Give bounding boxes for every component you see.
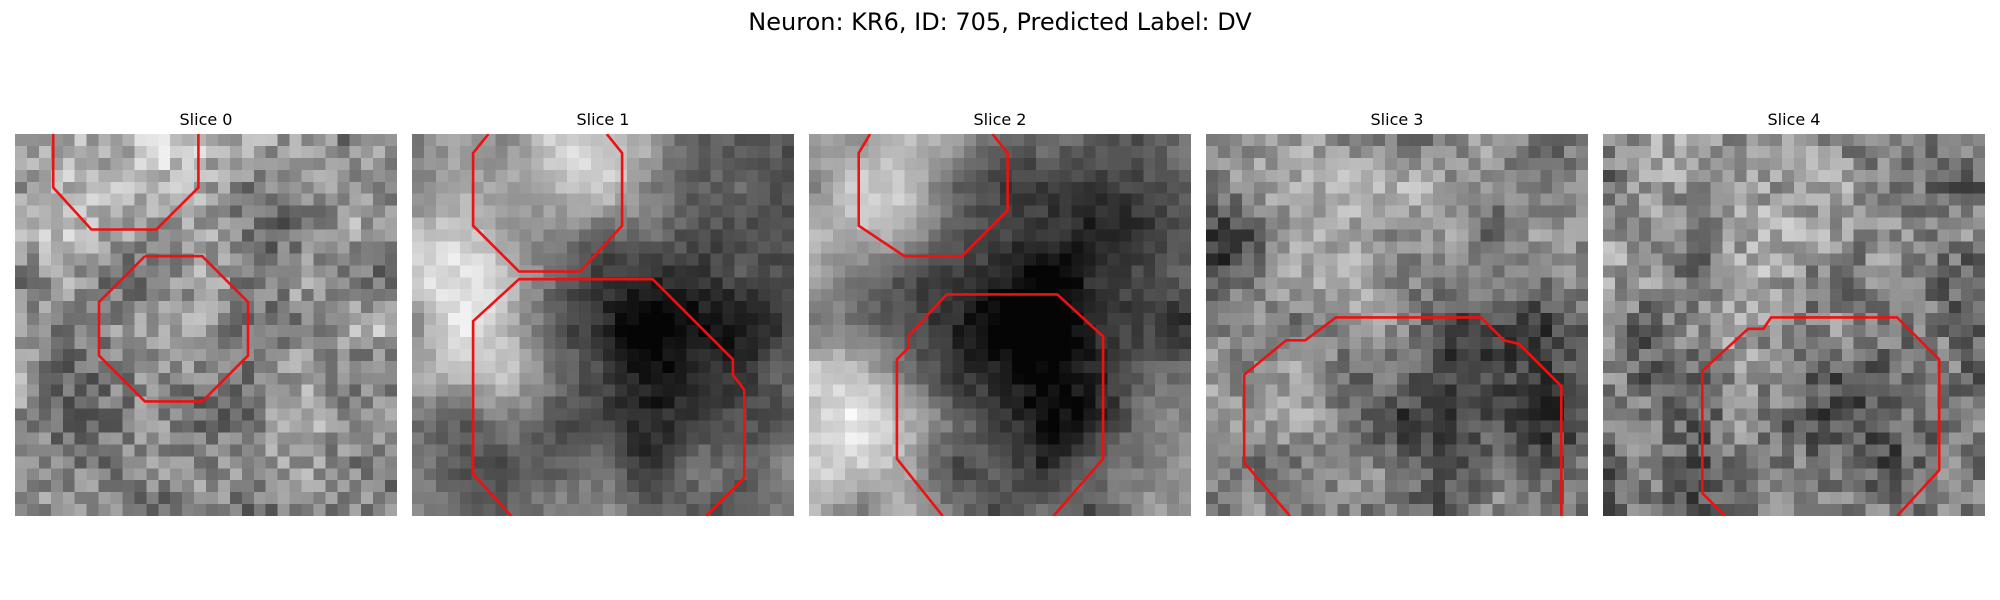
pixel-grid (809, 134, 1191, 516)
pixel-grid (15, 134, 397, 516)
slice-title-3: Slice 3 (1206, 110, 1588, 132)
slice-image-0 (15, 134, 397, 516)
slice-image-3 (1206, 134, 1588, 516)
slice-panel-2: Slice 2 (809, 110, 1191, 516)
slice-panel-0: Slice 0 (15, 110, 397, 516)
slice-panel-4: Slice 4 (1603, 110, 1985, 516)
slice-title-2: Slice 2 (809, 110, 1191, 132)
slice-image-4 (1603, 134, 1985, 516)
figure-title: Neuron: KR6, ID: 705, Predicted Label: D… (0, 7, 2000, 37)
pixel-grid (1603, 134, 1985, 516)
slice-panel-3: Slice 3 (1206, 110, 1588, 516)
pixel-grid (1206, 134, 1588, 516)
pixel-grid (412, 134, 794, 516)
slice-title-0: Slice 0 (15, 110, 397, 132)
slice-image-2 (809, 134, 1191, 516)
slice-panel-1: Slice 1 (412, 110, 794, 516)
slice-title-4: Slice 4 (1603, 110, 1985, 132)
slice-title-1: Slice 1 (412, 110, 794, 132)
slice-image-1 (412, 134, 794, 516)
